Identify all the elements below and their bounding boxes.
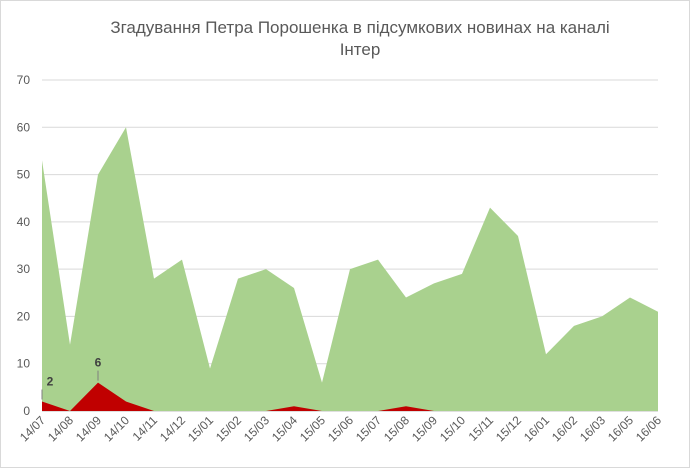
x-tick-label: 15/03: [241, 413, 272, 444]
y-tick-label: 10: [17, 357, 31, 371]
y-tick-label: 70: [17, 73, 31, 87]
x-tick-label: 16/05: [605, 413, 636, 444]
x-tick-label: 15/07: [353, 413, 384, 444]
x-tick-label: 15/02: [213, 413, 244, 444]
data-label: 2: [47, 375, 54, 389]
area-series: [42, 127, 658, 412]
x-tick-label: 15/09: [409, 413, 440, 444]
x-tick-label: 16/02: [549, 413, 580, 444]
x-tick-label: 15/05: [297, 413, 328, 444]
x-tick-label: 15/08: [381, 413, 412, 444]
y-tick-label: 50: [17, 168, 31, 182]
x-tick-label: 15/06: [325, 413, 356, 444]
x-tick-label: 15/04: [269, 413, 300, 444]
data-label: 6: [95, 356, 102, 370]
chart-title-line1: Згадування Петра Порошенка в підсумкових…: [110, 18, 610, 37]
x-tick-label: 15/10: [437, 413, 468, 444]
x-tick-label: 15/12: [493, 413, 524, 444]
x-tick-label: 16/01: [521, 413, 552, 444]
y-tick-label: 20: [17, 309, 31, 323]
x-tick-label: 14/12: [157, 413, 188, 444]
x-tick-label: 16/06: [633, 413, 664, 444]
area-series-2: [42, 382, 658, 411]
x-tick-label: 15/11: [466, 413, 497, 444]
x-tick-label: 14/09: [73, 413, 104, 444]
y-tick-label: 0: [23, 404, 30, 418]
x-tick-label: 15/01: [185, 413, 216, 444]
data-labels: 26: [41, 356, 102, 400]
x-tick-label: 14/11: [130, 413, 161, 444]
x-tick-label: 16/03: [577, 413, 608, 444]
x-tick-label: 14/10: [101, 413, 132, 444]
area-series-1: [42, 127, 658, 412]
y-tick-label: 40: [17, 215, 31, 229]
chart-title-line2: Інтер: [339, 40, 381, 59]
x-tick-label: 14/08: [45, 413, 76, 444]
y-tick-label: 60: [17, 120, 31, 134]
y-tick-label: 30: [17, 262, 31, 276]
x-tick-label: 14/07: [17, 413, 48, 444]
x-axis: 14/0714/0814/0914/1014/1114/1215/0115/02…: [17, 413, 664, 444]
y-axis: 0 10 20 30 40 50 60 70: [17, 73, 31, 418]
